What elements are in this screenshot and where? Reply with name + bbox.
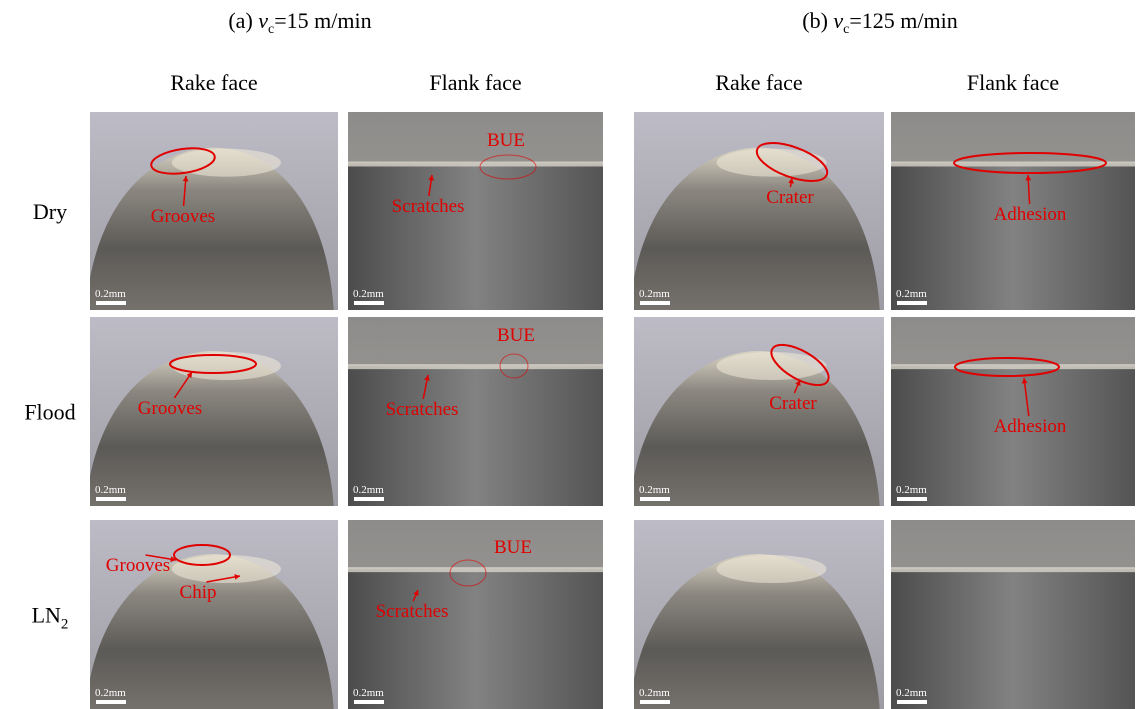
micrograph-panel <box>629 112 884 315</box>
micrograph-panel <box>891 520 1135 709</box>
scale-bar-label: 0.2mm <box>639 687 670 699</box>
flank-body <box>348 163 603 310</box>
flank-body <box>348 569 603 709</box>
scale-bar <box>354 497 384 501</box>
annotation: BUE <box>487 130 525 151</box>
annotation: Scratches <box>376 601 449 622</box>
annotation: Adhesion <box>994 204 1067 225</box>
micrograph-panel <box>891 317 1135 506</box>
edge-highlight <box>348 161 603 166</box>
annotation: Grooves <box>138 398 202 419</box>
annotation: Crater <box>769 393 817 414</box>
scale-bar <box>640 700 670 704</box>
row-label: Flood <box>24 400 75 425</box>
column-header: Flank face <box>967 70 1059 95</box>
symbol: v <box>258 8 268 33</box>
column-header: Rake face <box>715 70 802 95</box>
annotation: Grooves <box>151 206 215 227</box>
row-label: LN2 <box>32 603 69 633</box>
group-prefix: (b) <box>802 8 828 33</box>
scale-bar <box>96 301 126 305</box>
symbol: v <box>833 8 843 33</box>
annotation: BUE <box>497 325 535 346</box>
scale-bar-label: 0.2mm <box>639 288 670 300</box>
scale-bar-label: 0.2mm <box>95 484 126 496</box>
annotation: Chip <box>180 582 217 603</box>
flank-body <box>891 569 1135 709</box>
column-header: Flank face <box>429 70 521 95</box>
scale-bar <box>897 497 927 501</box>
scale-bar-label: 0.2mm <box>353 687 384 699</box>
scale-bar <box>640 497 670 501</box>
micrograph-panel <box>348 112 603 310</box>
annotation: BUE <box>494 537 532 558</box>
scale-bar <box>897 301 927 305</box>
scale-bar <box>354 301 384 305</box>
micrograph-panel <box>85 317 338 511</box>
column-header: Rake face <box>170 70 257 95</box>
scale-bar-label: 0.2mm <box>639 484 670 496</box>
scale-bar <box>640 301 670 305</box>
micrograph-panel <box>629 520 884 709</box>
group-prefix: (a) <box>228 8 252 33</box>
micrograph-panel <box>629 317 884 511</box>
scale-bar-label: 0.2mm <box>95 288 126 300</box>
scale-bar-label: 0.2mm <box>95 687 126 699</box>
annotation: Crater <box>766 187 814 208</box>
flank-body <box>348 366 603 506</box>
edge-highlight <box>348 567 603 572</box>
flank-body <box>891 163 1135 310</box>
scale-bar-label: 0.2mm <box>353 288 384 300</box>
group-title: (a) vc=15 m/min <box>228 8 371 37</box>
edge-highlight <box>891 567 1135 572</box>
micrograph-panel <box>85 520 338 709</box>
annotation: Scratches <box>392 196 465 217</box>
scale-bar-label: 0.2mm <box>896 687 927 699</box>
scale-bar-label: 0.2mm <box>896 484 927 496</box>
scale-bar <box>897 700 927 704</box>
scale-bar-label: 0.2mm <box>353 484 384 496</box>
row-label: Dry <box>33 199 67 224</box>
scale-bar <box>96 497 126 501</box>
subscript: 2 <box>61 617 69 633</box>
figure: (a) vc=15 m/min Rake face Flank face (b) vc… <box>0 0 1137 709</box>
annotation: Scratches <box>386 399 459 420</box>
row-label-main: Dry <box>33 199 67 224</box>
edge-highlight <box>891 364 1135 369</box>
scale-bar <box>96 700 126 704</box>
group-value: =15 m/min <box>274 8 371 33</box>
group-title: (b) vc=125 m/min <box>802 8 958 37</box>
row-label-main: Flood <box>24 400 75 425</box>
edge-highlight <box>348 364 603 369</box>
row-label-main: LN <box>32 603 61 628</box>
annotation: Adhesion <box>994 416 1067 437</box>
group-value: =125 m/min <box>849 8 957 33</box>
scale-bar-label: 0.2mm <box>896 288 927 300</box>
highlight <box>717 555 827 583</box>
edge-highlight <box>891 161 1135 166</box>
scale-bar <box>354 700 384 704</box>
